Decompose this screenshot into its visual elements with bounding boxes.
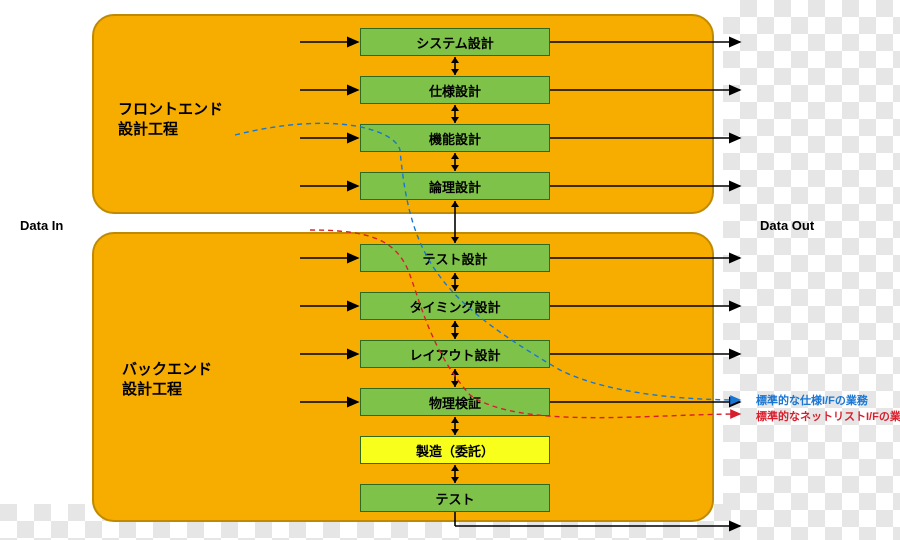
legend-red: 標準的なネットリストI/Fの業務	[756, 408, 900, 424]
step-logic-design: 論理設計	[360, 172, 550, 200]
legend-blue: 標準的な仕様I/Fの業務	[756, 392, 868, 408]
step-test: テスト	[360, 484, 550, 512]
step-manufacture-label: 製造（委託）	[416, 441, 494, 460]
data-in-label: Data In	[20, 218, 63, 233]
step-timing-design-label: タイミング設計	[409, 297, 500, 316]
step-system-design-label: システム設計	[416, 33, 494, 52]
step-func-design-label: 機能設計	[429, 129, 481, 148]
step-layout-design: レイアウト設計	[360, 340, 550, 368]
step-test-design-label: テスト設計	[422, 249, 487, 268]
step-test-label: テスト	[435, 489, 474, 508]
step-system-design: システム設計	[360, 28, 550, 56]
step-phys-verify: 物理検証	[360, 388, 550, 416]
step-timing-design: タイミング設計	[360, 292, 550, 320]
step-logic-design-label: 論理設計	[429, 177, 481, 196]
step-manufacture: 製造（委託）	[360, 436, 550, 464]
step-spec-design-label: 仕様設計	[429, 81, 481, 100]
back-panel-label: バックエンド 設計工程	[122, 360, 212, 401]
diagram-stage: フロントエンド 設計工程バックエンド 設計工程 システム設計仕様設計機能設計論理設…	[0, 0, 900, 540]
step-spec-design: 仕様設計	[360, 76, 550, 104]
step-test-design: テスト設計	[360, 244, 550, 272]
step-func-design: 機能設計	[360, 124, 550, 152]
step-layout-design-label: レイアウト設計	[409, 345, 500, 364]
front-panel-label: フロントエンド 設計工程	[118, 100, 223, 141]
step-phys-verify-label: 物理検証	[429, 393, 481, 412]
data-out-label: Data Out	[760, 218, 814, 233]
